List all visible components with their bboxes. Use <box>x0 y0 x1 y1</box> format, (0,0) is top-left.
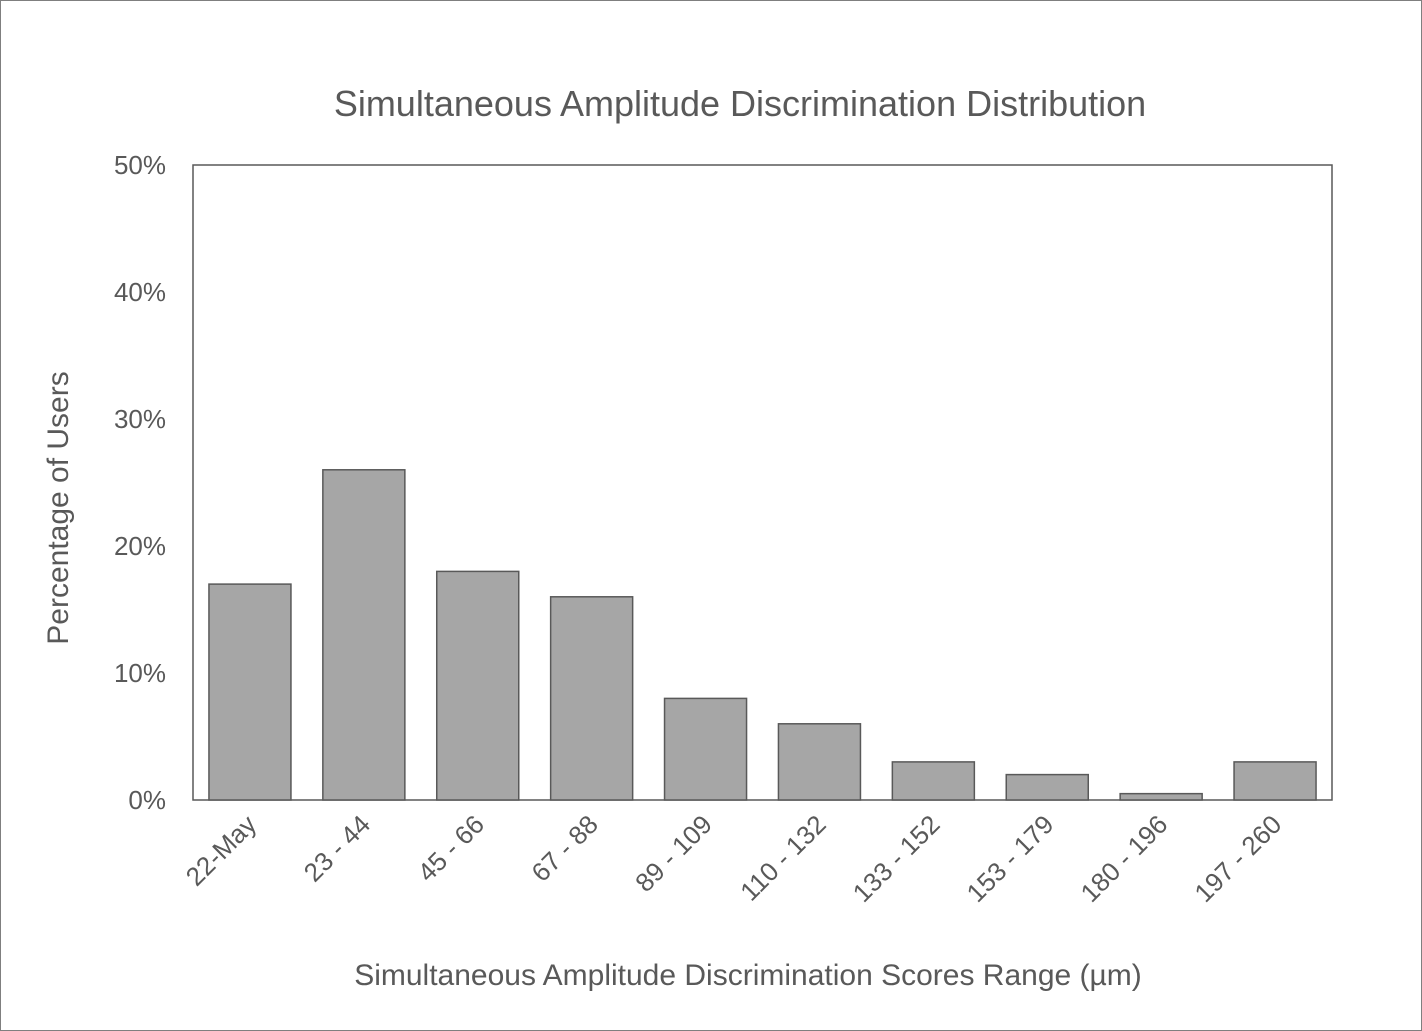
bar <box>208 583 292 801</box>
x-tick-label: 89 - 109 <box>629 809 718 898</box>
y-tick-label: 40% <box>114 277 166 307</box>
bar <box>322 469 406 801</box>
x-tick-label: 153 - 179 <box>961 809 1060 908</box>
bar <box>1233 761 1317 801</box>
x-tick-label: 133 - 152 <box>847 809 946 908</box>
y-tick-label: 30% <box>114 404 166 434</box>
x-tick-label: 180 - 196 <box>1074 809 1173 908</box>
bar <box>1005 773 1090 801</box>
bar <box>435 570 520 801</box>
bar <box>777 723 862 801</box>
bar <box>891 761 976 801</box>
x-tick-label: 45 - 66 <box>412 809 490 887</box>
bar <box>663 697 748 801</box>
x-tick-label: 22-May <box>180 809 263 892</box>
y-axis-ticks: 0% 10% 20% 30% 40% 50% <box>114 150 166 815</box>
y-tick-label: 10% <box>114 658 166 688</box>
y-tick-label: 20% <box>114 531 166 561</box>
x-tick-label: 197 - 260 <box>1188 809 1287 908</box>
y-tick-label: 0% <box>128 785 166 815</box>
x-tick-label: 110 - 132 <box>734 809 832 907</box>
bars-group <box>208 469 1317 801</box>
x-axis-title: Simultaneous Amplitude Discrimination Sc… <box>354 959 1142 992</box>
x-tick-label: 23 - 44 <box>298 809 376 887</box>
bar <box>549 596 634 801</box>
x-axis-ticks: 22-May 23 - 44 45 - 66 67 - 88 89 - 109 110 -… <box>180 809 1288 908</box>
y-axis-title: Percentage of Users <box>42 371 75 644</box>
chart-title: Simultaneous Amplitude Discrimination Di… <box>334 83 1146 124</box>
bar <box>1119 792 1203 801</box>
y-tick-label: 50% <box>114 150 166 180</box>
x-tick-label: 67 - 88 <box>525 809 603 887</box>
